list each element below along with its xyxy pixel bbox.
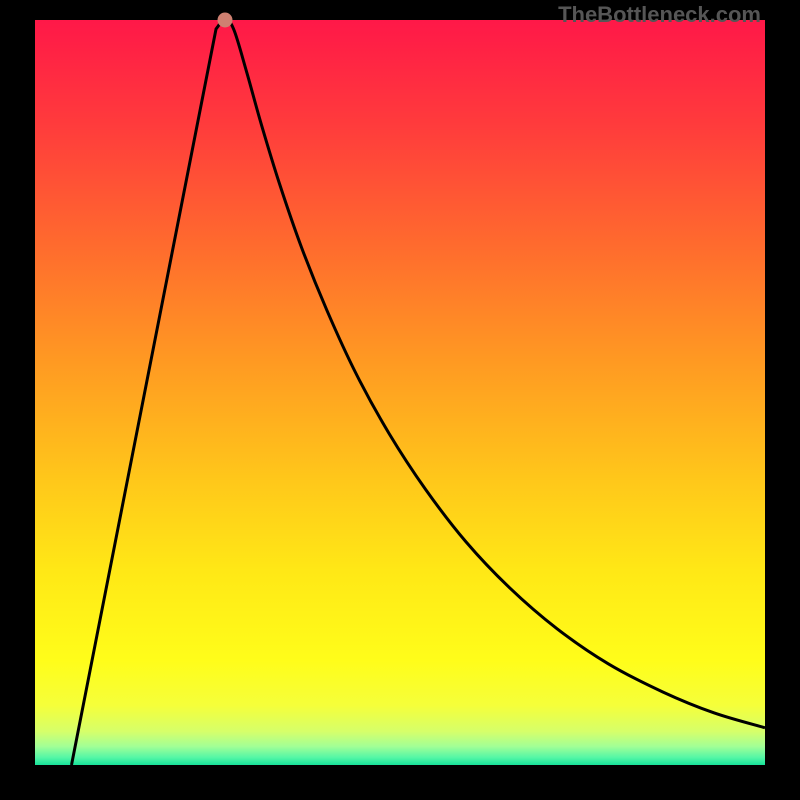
chart-container: TheBottleneck.com	[0, 0, 800, 800]
curve-svg	[35, 20, 765, 765]
watermark-text: TheBottleneck.com	[554, 0, 765, 30]
plot-area	[35, 20, 765, 765]
minimum-marker	[217, 13, 232, 28]
bottleneck-curve	[72, 20, 766, 765]
